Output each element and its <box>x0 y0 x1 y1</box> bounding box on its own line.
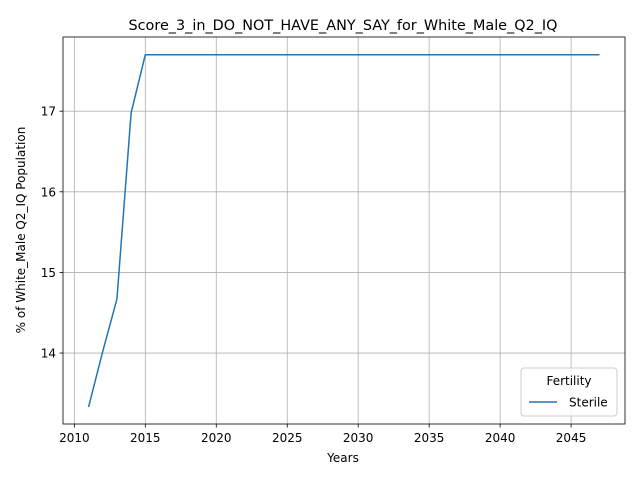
y-axis-label: % of White_Male Q2_IQ Population <box>14 127 28 334</box>
y-tick-label: 15 <box>41 266 56 280</box>
chart-title: Score_3_in_DO_NOT_HAVE_ANY_SAY_for_White… <box>129 18 558 34</box>
x-axis-label: Years <box>326 451 359 465</box>
x-tick-label: 2010 <box>59 431 90 445</box>
legend: Fertility Sterile <box>521 368 617 416</box>
x-tick-label: 2025 <box>272 431 303 445</box>
legend-title: Fertility <box>546 374 591 388</box>
x-tick-label: 2040 <box>485 431 516 445</box>
x-tick-label: 2045 <box>556 431 587 445</box>
x-tick-label: 2030 <box>343 431 374 445</box>
y-tick-label: 17 <box>41 105 56 119</box>
y-tick-label: 14 <box>41 347 56 361</box>
x-tick-label: 2015 <box>130 431 161 445</box>
legend-label-sterile: Sterile <box>569 396 608 410</box>
x-tick-label: 2020 <box>201 431 232 445</box>
x-tick-label: 2035 <box>414 431 445 445</box>
y-tick-label: 16 <box>41 185 56 199</box>
